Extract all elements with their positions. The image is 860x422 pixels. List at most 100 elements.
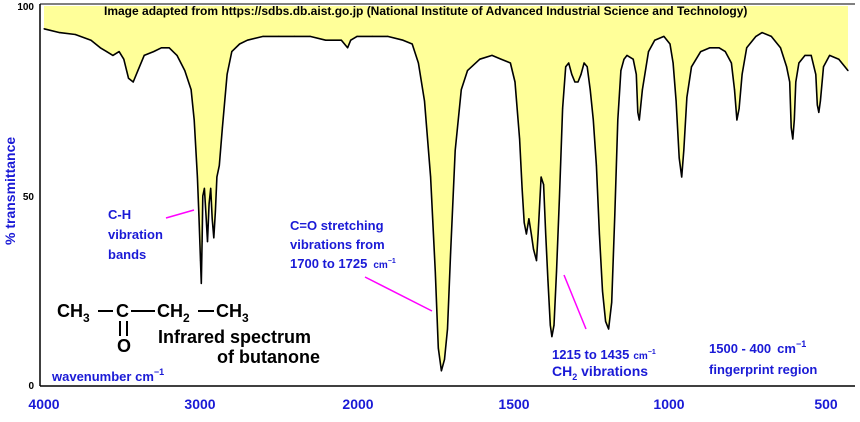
spectrum-point <box>193 119 195 121</box>
spectrum-point <box>690 66 693 68</box>
spectrum-point <box>500 58 502 60</box>
spectrum-point <box>718 47 720 49</box>
annotation-ch2-line1: 1215 to 1435 cm−1 <box>552 347 656 362</box>
spectrum-point <box>196 176 198 178</box>
spectrum-point <box>43 28 45 30</box>
spectrum-point <box>535 260 538 262</box>
spectrum-point <box>638 119 640 121</box>
spectrum-point <box>547 279 549 281</box>
spectrum-point <box>350 39 352 41</box>
y-tick-label: 100 <box>17 2 34 13</box>
transmittance-fill <box>44 6 848 371</box>
butanone-structure: CH3 C CH2 CH3 O <box>57 301 249 356</box>
spectrum-point <box>678 157 680 159</box>
spectrum-point <box>730 62 733 64</box>
spectrum-point <box>553 324 555 326</box>
annotation-ch-line1: C-H <box>108 207 131 222</box>
spectrum-point <box>632 58 634 60</box>
y-tick-label: 0 <box>28 381 34 392</box>
spectrum-point <box>443 358 446 360</box>
spectrum-point <box>829 54 831 57</box>
spectrum-point <box>137 70 139 72</box>
spectrum-point <box>810 54 812 57</box>
spectrum-point <box>611 301 613 303</box>
y-axis-label: % transmittance <box>2 137 18 245</box>
spectrum-point <box>571 73 573 75</box>
spectrum-point <box>746 47 748 49</box>
spectrum-point <box>198 214 200 216</box>
spectrum-point <box>562 108 564 110</box>
spectrum-point <box>450 252 452 254</box>
spectrum-point <box>681 176 683 178</box>
spectrum-point <box>184 70 186 72</box>
spectrum-point <box>568 62 570 64</box>
spectrum-point <box>614 214 616 216</box>
spectrum-point <box>201 241 203 243</box>
spectrum-point <box>738 108 740 110</box>
spectrum-point <box>59 31 61 34</box>
spectrum-point <box>200 282 202 284</box>
spectrum-point <box>221 127 223 129</box>
spectrum-point <box>798 62 800 64</box>
spectrum-point <box>347 47 349 49</box>
spectrum-point <box>446 328 449 330</box>
spectrum-point <box>595 165 598 167</box>
spectrum-point <box>521 187 523 189</box>
spectrum-point <box>231 51 233 53</box>
molecule-ch3-right: CH3 <box>216 301 249 325</box>
spectrum-point <box>454 149 456 151</box>
spectrum-point <box>293 35 295 38</box>
spectrum-point <box>278 35 280 38</box>
spectrum-point <box>491 54 493 57</box>
plot-layer <box>43 6 849 372</box>
spectrum-point <box>793 119 795 121</box>
annotation-co-line1: C=O stretching <box>290 218 384 233</box>
y-tick-label: 50 <box>23 192 35 203</box>
spectrum-point <box>205 214 207 216</box>
spectrum-point <box>203 187 205 189</box>
molecule-ch2: CH2 <box>157 301 190 325</box>
annotation-ch2-unit: cm <box>633 351 648 362</box>
spectrum-point <box>519 138 521 140</box>
spectrum-point <box>574 81 576 83</box>
spectrum-point <box>246 39 248 41</box>
spectrum-point <box>626 54 628 57</box>
spectrum-point <box>211 218 213 220</box>
spectrum-point <box>214 210 216 212</box>
spectrum-point <box>620 70 622 72</box>
molecule-oxygen: O <box>117 336 131 356</box>
spectrum-point <box>795 81 797 83</box>
annotation-ch-line3: bands <box>108 247 146 262</box>
spectrum-point <box>216 176 218 178</box>
spectrum-point <box>819 100 822 102</box>
spectrum-point <box>387 35 389 38</box>
spectrum-point <box>537 233 539 235</box>
spectrum-point <box>523 222 525 224</box>
annotation-co-line2: vibrations from <box>290 237 385 252</box>
annotation-ch2-line2: CH2 vibrations <box>552 363 648 382</box>
spectrum-point <box>160 47 162 49</box>
spectrum-point <box>804 54 806 57</box>
spectrum-point <box>460 89 462 91</box>
spectrum-point <box>598 233 601 235</box>
x-axis-label-text: wavenumber cm <box>51 369 154 384</box>
spectrum-point <box>213 237 215 239</box>
spectrum-point <box>741 73 743 75</box>
spectrum-point <box>565 66 567 68</box>
spectrum-point <box>325 39 327 41</box>
spectrum-point <box>199 260 202 262</box>
spectrum-point <box>686 96 688 98</box>
spectrum-point <box>532 248 535 250</box>
molecule-ch3-right-ch: CH <box>216 301 242 321</box>
spectrum-point <box>647 51 650 53</box>
annotation-ch-line2: vibration <box>108 227 163 242</box>
spectrum-point <box>592 119 594 121</box>
annotation-co-pointer <box>364 276 433 312</box>
spectrum-point <box>815 73 817 75</box>
spectrum-point <box>589 89 591 91</box>
spectrum-point <box>74 33 76 36</box>
spectrum-point <box>525 233 528 235</box>
molecule-ch3-left-ch: CH <box>57 301 83 321</box>
annotation-ch2-pointer <box>563 274 587 330</box>
